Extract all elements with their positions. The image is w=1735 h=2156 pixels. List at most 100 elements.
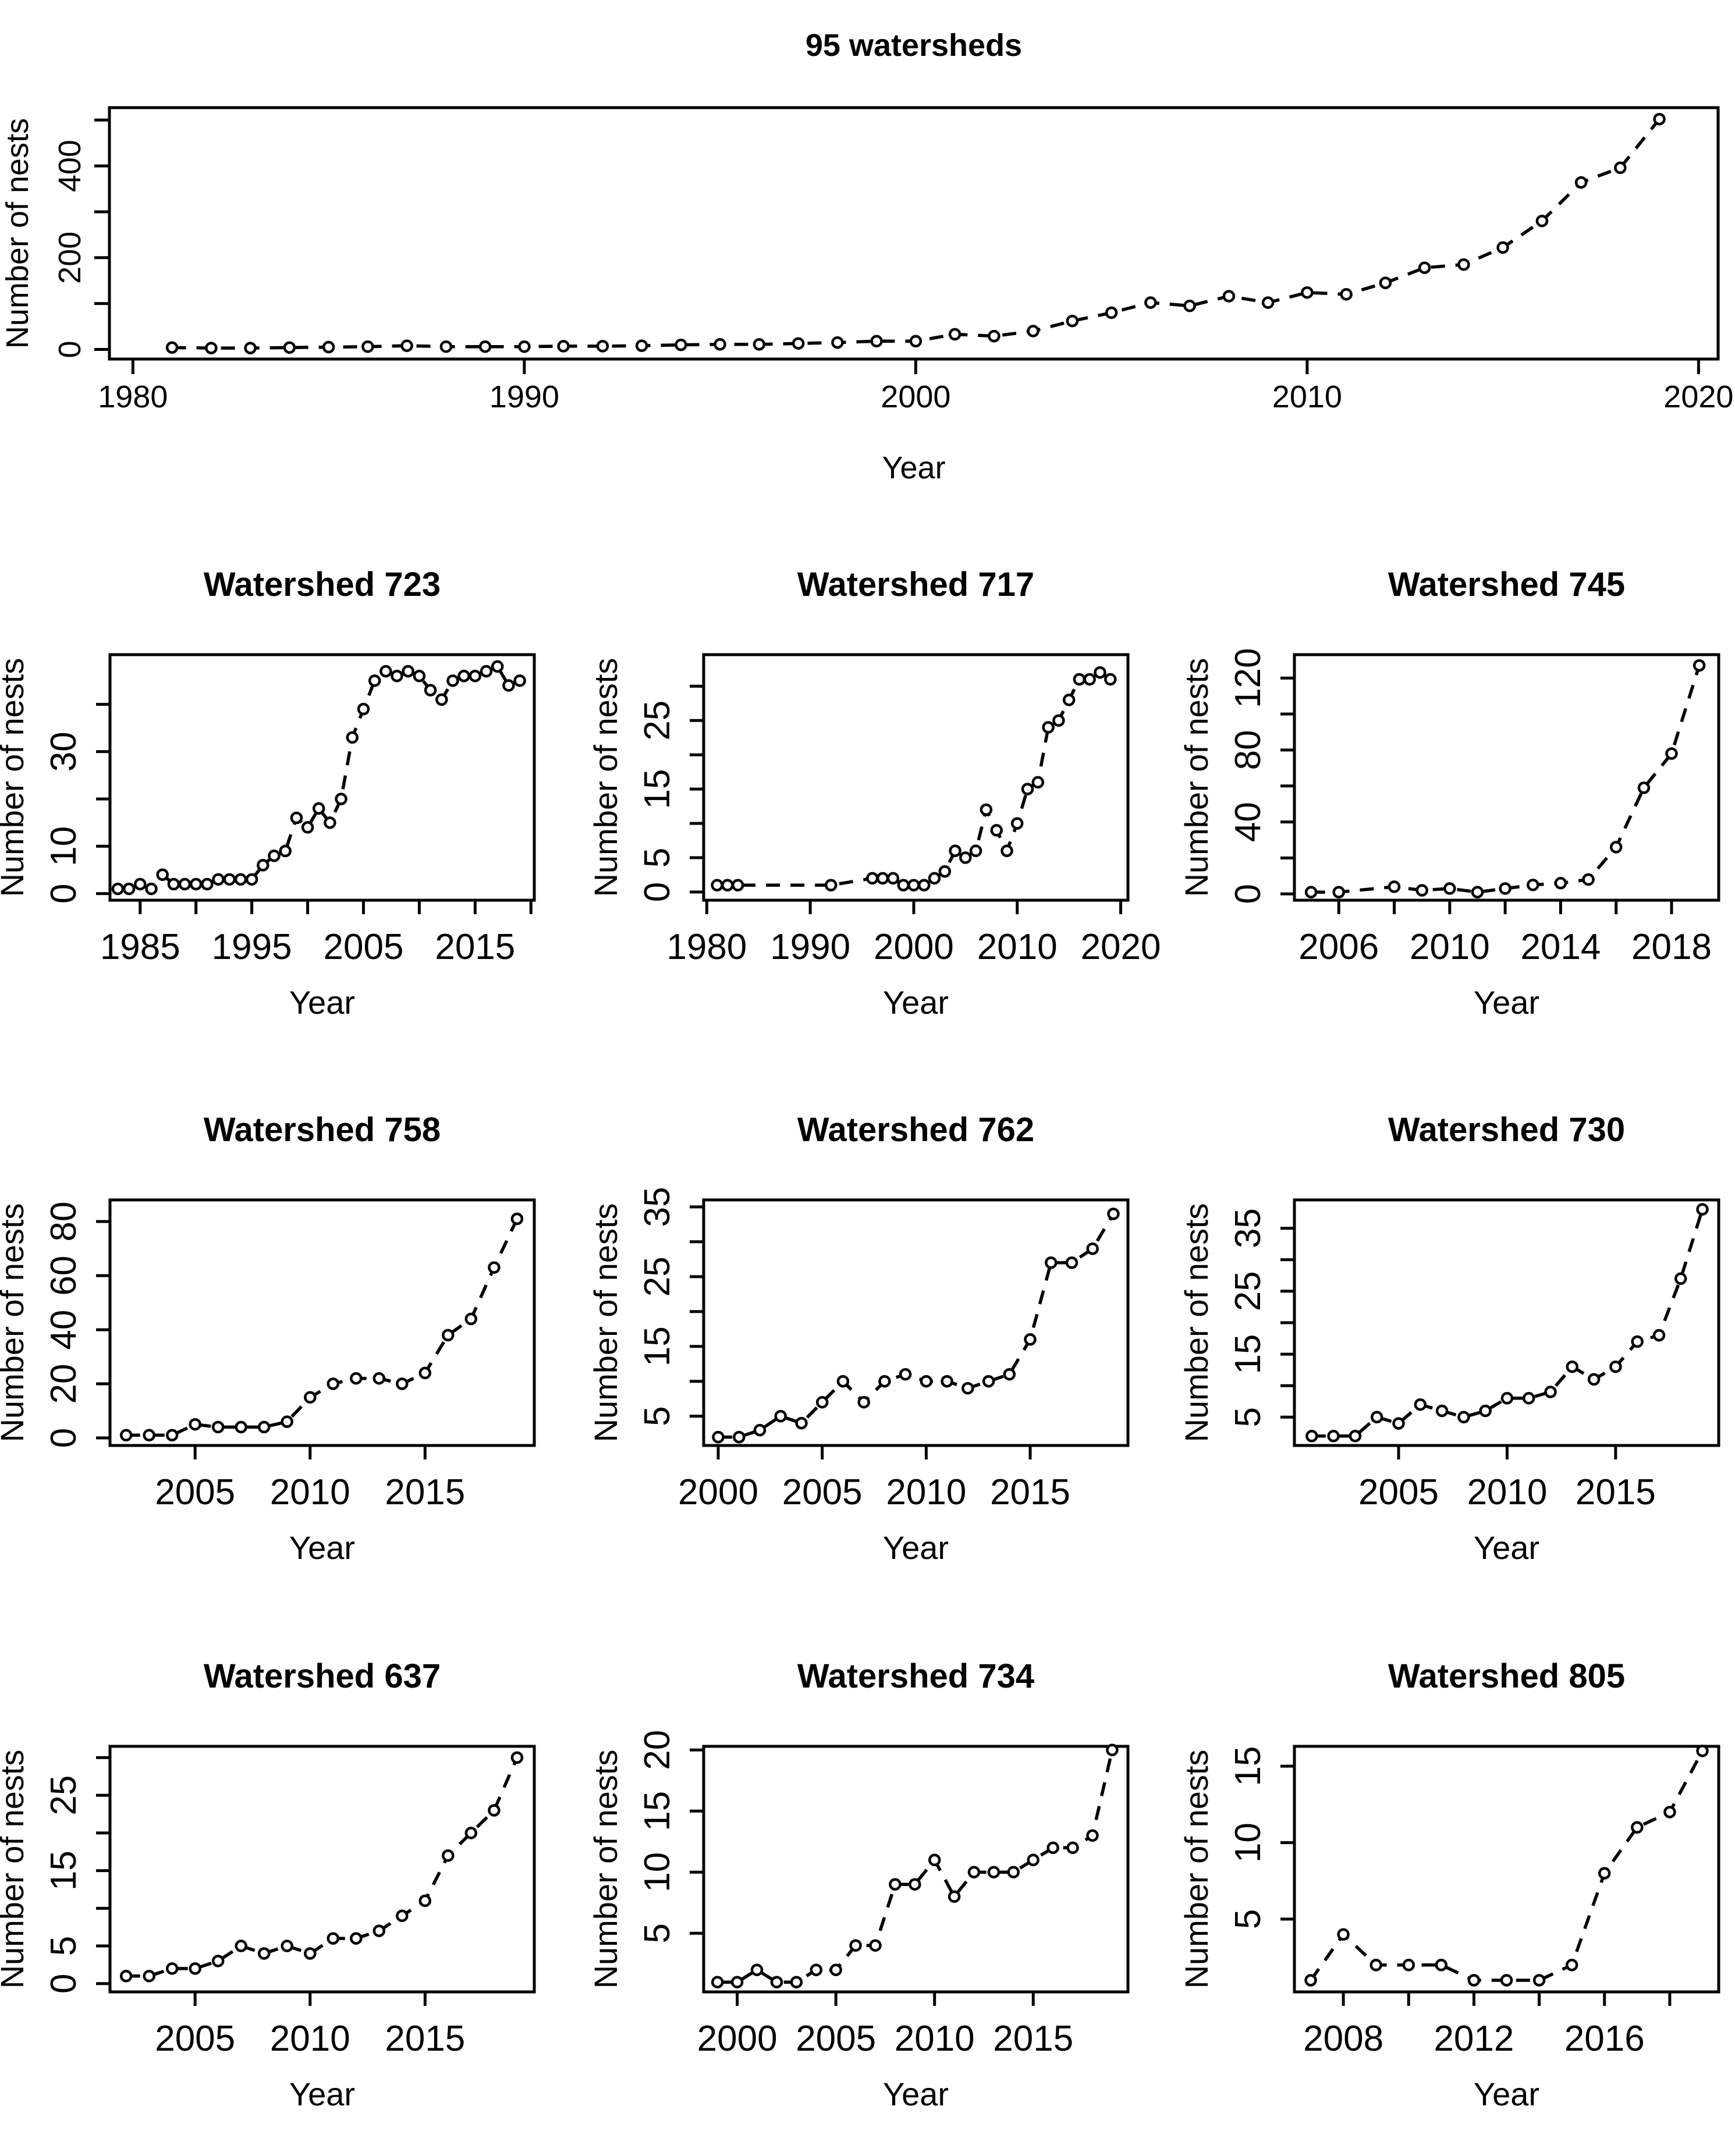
data-point — [907, 879, 920, 891]
data-point — [1527, 878, 1539, 891]
data-point — [1653, 112, 1666, 126]
data-point — [350, 1932, 363, 1945]
data-point — [810, 1963, 823, 1976]
data-point — [1045, 1256, 1058, 1269]
data-point — [753, 338, 766, 351]
data-point — [557, 340, 570, 353]
y-tick-label: 15 — [1228, 1746, 1268, 1786]
x-tick-label: 2005 — [1358, 1472, 1439, 1512]
y-tick-label: 35 — [1228, 1208, 1268, 1248]
data-point — [889, 1878, 902, 1891]
data-point — [1693, 659, 1706, 672]
plot-title: Watershed 730 — [1388, 1111, 1625, 1149]
data-point — [1500, 1392, 1514, 1405]
x-tick-label: 2010 — [1410, 927, 1490, 967]
data-point — [327, 1932, 340, 1945]
x-tick-label: 2012 — [1434, 2019, 1514, 2059]
plot-box — [702, 653, 1130, 902]
x-tick-label: 2005 — [324, 927, 404, 967]
data-point — [1665, 747, 1678, 760]
data-point — [982, 1374, 995, 1388]
data-point — [446, 674, 459, 687]
data-point — [1388, 880, 1401, 893]
data-point — [268, 849, 281, 862]
data-point — [1083, 673, 1096, 686]
data-point — [886, 872, 900, 885]
x-tick-label: 2010 — [1272, 379, 1342, 414]
data-point — [899, 1368, 912, 1381]
y-axis-label: Number of nests — [0, 1750, 30, 1989]
plot-box — [108, 1198, 536, 1447]
data-point — [1637, 782, 1651, 794]
data-point — [469, 669, 482, 683]
data-point — [143, 1429, 155, 1442]
plot-watershed-758: Watershed 758 2005 2010 2015 0 20 40 60 80 Year Nu… — [0, 1104, 550, 1608]
data-point — [829, 1963, 842, 1976]
data-point — [372, 1924, 386, 1937]
data-point — [928, 1853, 941, 1867]
data-point — [967, 1866, 981, 1878]
data-point — [1027, 1853, 1039, 1867]
data-point — [857, 1395, 870, 1409]
data-point — [211, 1955, 225, 1967]
data-point — [909, 335, 923, 348]
plot-title: Watershed 734 — [797, 1657, 1034, 1695]
y-tick-label: 10 — [637, 1852, 677, 1892]
data-point — [143, 1970, 155, 1983]
data-point — [281, 1940, 293, 1952]
plot-box — [1293, 1198, 1720, 1447]
data-point — [1332, 886, 1345, 898]
plot-title: Watershed 723 — [204, 566, 441, 603]
data-point — [324, 816, 336, 829]
data-point — [1435, 1404, 1449, 1418]
y-tick-label: 20 — [44, 1364, 84, 1404]
y-tick-label: 25 — [1228, 1271, 1268, 1311]
y-tick-label: 80 — [1228, 730, 1268, 770]
plot-title: Watershed 717 — [797, 566, 1034, 603]
watershed-717-svg: Watershed 717 1980 1990 2000 2010 2020 0 5 15 25 Y… — [587, 566, 1161, 1021]
data-point — [335, 793, 347, 805]
data-point — [312, 802, 325, 815]
y-tick-label: 40 — [1228, 802, 1268, 842]
data-point — [1024, 1333, 1037, 1346]
data-point — [1105, 306, 1118, 319]
data-point — [234, 873, 247, 886]
data-point — [165, 1962, 179, 1975]
data-line — [126, 1757, 519, 1978]
y-tick-label: 0 — [52, 340, 87, 358]
x-tick-label: 1985 — [100, 927, 180, 967]
data-point — [167, 878, 180, 891]
data-point — [513, 674, 526, 687]
data-point — [1301, 286, 1314, 299]
watershed-723-svg: Watershed 723 1985 1995 2005 2015 0 10 30 Year Nu… — [0, 566, 536, 1021]
data-point — [1598, 1867, 1611, 1880]
data-point — [1031, 776, 1045, 789]
data-point — [1415, 884, 1428, 897]
data-point — [346, 731, 359, 744]
data-point — [1467, 1974, 1481, 1987]
data-point — [301, 821, 314, 834]
data-point — [442, 1329, 455, 1342]
data-point — [938, 865, 952, 878]
y-tick-label: 120 — [1228, 648, 1268, 708]
data-point — [189, 878, 203, 891]
x-axis-label: Year — [883, 2076, 949, 2112]
data-point — [518, 340, 531, 353]
watershed-637-svg: Watershed 637 2005 2010 2015 0 5 15 25 Year Numbe… — [0, 1657, 536, 2112]
data-point — [391, 669, 403, 683]
data-point — [949, 844, 961, 857]
overall-svg: 95 watersheds 1980 1990 2000 2010 2020 0 200 400… — [0, 28, 1733, 485]
data-line — [718, 1213, 1115, 1439]
x-tick-label: 2015 — [435, 927, 515, 967]
data-point — [1370, 1411, 1383, 1424]
data-point — [111, 882, 125, 896]
data-point — [439, 340, 453, 353]
data-point — [714, 338, 726, 351]
data-point — [1479, 1404, 1492, 1418]
x-tick-label: 2018 — [1631, 927, 1712, 967]
data-point — [1304, 1974, 1317, 1987]
y-tick-label: 20 — [637, 1730, 677, 1770]
data-point — [1349, 1430, 1362, 1443]
data-point — [980, 803, 993, 816]
